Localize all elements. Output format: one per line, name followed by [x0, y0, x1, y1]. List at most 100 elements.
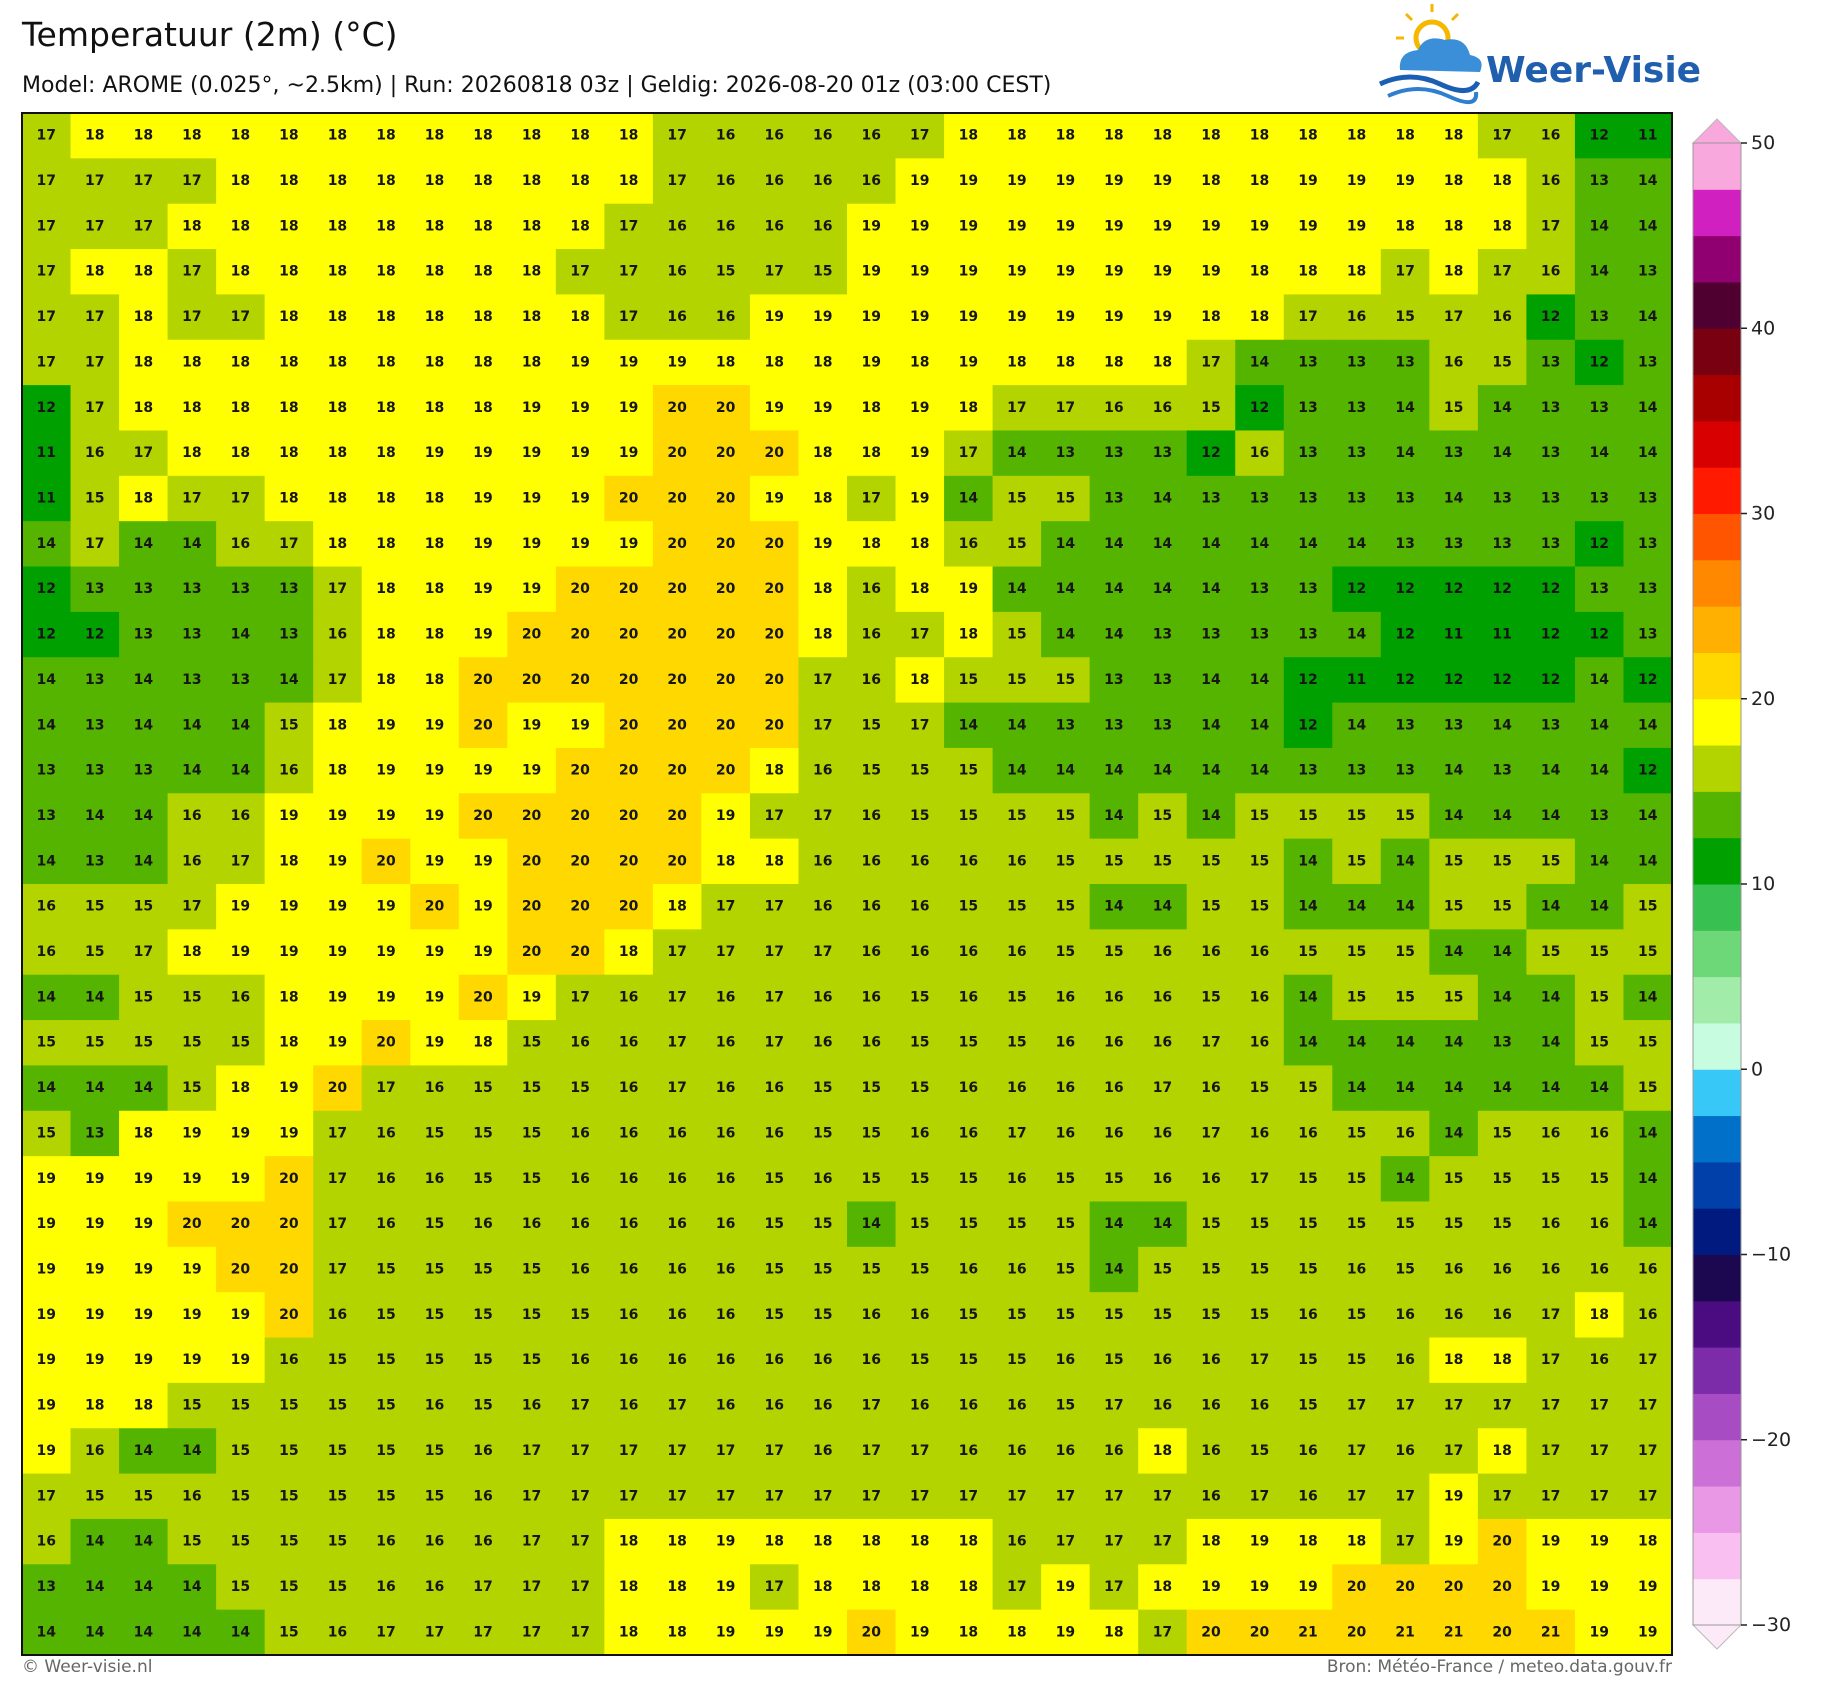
grid-cell [1477, 1337, 1528, 1384]
grid-value: 19 [1395, 173, 1414, 189]
grid-cell [1526, 521, 1576, 568]
grid-value: 17 [764, 944, 783, 960]
grid-value: 15 [85, 944, 104, 960]
grid-cell [1283, 1428, 1333, 1475]
grid-cell [555, 1564, 605, 1611]
grid-value: 18 [1444, 128, 1463, 144]
grid-cell [1089, 158, 1139, 205]
grid-value: 17 [85, 536, 104, 552]
grid-value: 15 [959, 1216, 978, 1232]
grid-cell [1526, 657, 1576, 704]
colorbar-segment [1693, 1578, 1741, 1626]
grid-value: 19 [910, 173, 929, 189]
grid-value: 18 [328, 354, 347, 370]
grid-value: 18 [328, 491, 347, 507]
grid-cell [1235, 611, 1285, 658]
grid-cell [313, 294, 363, 341]
grid-value: 18 [862, 1579, 881, 1595]
grid-value: 17 [813, 808, 832, 824]
grid-cell [895, 158, 945, 205]
grid-value: 16 [1104, 1035, 1123, 1051]
grid-value: 18 [376, 581, 395, 597]
grid-value: 16 [37, 944, 56, 960]
grid-cell [313, 1292, 363, 1339]
grid-value: 18 [182, 400, 201, 416]
grid-cell [22, 1110, 72, 1157]
grid-value: 12 [1201, 445, 1220, 461]
grid-cell [652, 838, 703, 885]
grid-value: 16 [1298, 1488, 1317, 1504]
grid-cell [410, 339, 460, 386]
grid-value: 17 [667, 1488, 686, 1504]
grid-value: 18 [522, 128, 541, 144]
grid-cell [361, 884, 411, 930]
grid-cell [458, 1518, 508, 1565]
grid-cell [458, 1156, 508, 1203]
grid-cell [216, 1609, 266, 1656]
grid-cell [1235, 1020, 1285, 1067]
grid-cell [167, 1473, 217, 1520]
grid-cell [313, 203, 363, 250]
grid-cell [1526, 884, 1576, 930]
grid-cell [1235, 1564, 1285, 1611]
grid-value: 13 [1444, 445, 1463, 461]
grid-cell [1041, 1292, 1091, 1339]
grid-value: 16 [959, 853, 978, 869]
grid-value: 16 [1541, 1125, 1560, 1141]
grid-value: 18 [522, 173, 541, 189]
grid-value: 19 [522, 400, 541, 416]
grid-cell [216, 475, 266, 522]
colorbar-segment [1693, 1439, 1741, 1487]
grid-cell [1186, 1564, 1236, 1611]
grid-cell [992, 1473, 1042, 1520]
grid-cell [1477, 1428, 1528, 1475]
grid-cell [555, 294, 605, 341]
grid-value: 20 [570, 944, 590, 960]
grid-value: 17 [1250, 1488, 1269, 1504]
grid-cell [1089, 1065, 1139, 1112]
grid-value: 14 [1638, 989, 1658, 1005]
grid-cell [1138, 249, 1188, 296]
grid-value: 20 [570, 581, 590, 597]
grid-cell [1235, 1292, 1285, 1339]
grid-cell [264, 657, 314, 704]
grid-value: 15 [813, 1307, 832, 1323]
grid-value: 14 [182, 536, 202, 552]
grid-value: 15 [473, 1080, 492, 1096]
grid-value: 14 [1638, 445, 1658, 461]
grid-cell [22, 294, 72, 341]
grid-cell [944, 1020, 994, 1067]
grid-value: 19 [376, 989, 395, 1005]
grid-value: 19 [473, 445, 492, 461]
grid-value: 16 [376, 1216, 395, 1232]
grid-value: 15 [473, 1352, 492, 1368]
grid-cell [70, 1201, 120, 1248]
grid-cell [944, 1428, 994, 1475]
grid-value: 17 [619, 1443, 638, 1459]
grid-cell [264, 430, 314, 477]
grid-cell [1574, 1382, 1625, 1429]
grid-value: 19 [959, 264, 978, 280]
grid-value: 20 [522, 853, 542, 869]
grid-cell [1235, 249, 1285, 296]
grid-value: 17 [522, 1624, 541, 1640]
grid-value: 17 [1492, 1488, 1511, 1504]
grid-cell [361, 793, 411, 840]
grid-cell [410, 566, 460, 613]
grid-value: 19 [667, 354, 686, 370]
grid-value: 19 [1007, 218, 1026, 234]
grid-value: 18 [376, 309, 395, 325]
grid-cell [361, 1292, 411, 1339]
grid-value: 15 [1201, 1216, 1220, 1232]
grid-cell [847, 339, 897, 386]
grid-value: 15 [1056, 1171, 1075, 1187]
grid-value: 20 [619, 808, 639, 824]
grid-value: 15 [959, 672, 978, 688]
grid-cell [1235, 702, 1285, 749]
grid-cell [1477, 1246, 1528, 1293]
grid-value: 19 [1250, 1579, 1269, 1595]
grid-value: 16 [1492, 1262, 1511, 1278]
grid-cell [1138, 611, 1188, 658]
grid-cell [1235, 113, 1285, 159]
grid-value: 15 [862, 1171, 881, 1187]
